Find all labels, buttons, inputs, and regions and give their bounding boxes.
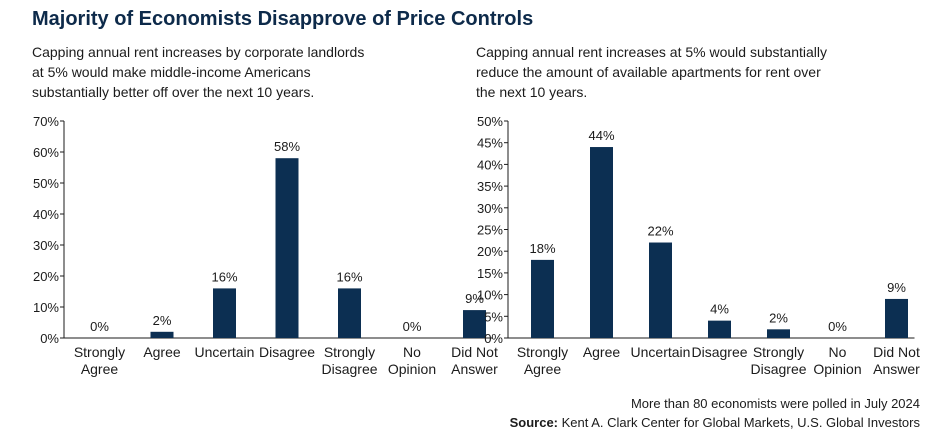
right-category-label: Agree: [524, 361, 562, 377]
right-category-label: Opinion: [813, 361, 861, 377]
right-data-label: 18%: [529, 241, 555, 256]
right-category-label: No: [829, 344, 847, 360]
left-category-label: Did Not: [451, 344, 498, 360]
left-category-label: Disagree: [259, 344, 315, 360]
right-y-tick-label: 30%: [477, 201, 503, 216]
left-bar: [150, 331, 174, 338]
source-label: Source:: [509, 415, 559, 430]
left-data-label: 16%: [336, 269, 362, 284]
right-category-label: Did Not: [873, 344, 920, 360]
right-data-label: 4%: [710, 302, 729, 317]
right-y-tick-label: 35%: [477, 179, 503, 194]
right-category-label: Disagree: [691, 344, 747, 360]
left-data-label: 0%: [90, 319, 109, 334]
right-subtitle-line: the next 10 years.: [476, 84, 588, 100]
right-bar: [531, 259, 554, 338]
left-category-label: Answer: [451, 361, 498, 377]
chart-title: Majority of Economists Disapprove of Pri…: [32, 8, 534, 30]
left-category-label: Uncertain: [195, 344, 255, 360]
source-line: Source: Kent A. Clark Center for Global …: [510, 415, 920, 430]
right-data-label: 9%: [887, 280, 906, 295]
right-y-tick-label: 10%: [477, 288, 503, 303]
left-category-label: Strongly: [324, 344, 375, 360]
left-bar: [275, 158, 299, 338]
right-bar: [590, 147, 613, 338]
right-y-tick-label: 15%: [477, 266, 503, 281]
left-y-tick-label: 70%: [33, 114, 59, 129]
right-y-tick-label: 40%: [477, 157, 503, 172]
right-category-label: Strongly: [753, 344, 804, 360]
left-category-label: Agree: [143, 344, 181, 360]
left-category-label: No: [403, 344, 421, 360]
left-y-tick-label: 40%: [33, 207, 59, 222]
right-y-tick-label: 0%: [484, 331, 503, 346]
right-bar: [885, 298, 908, 338]
left-chart-subtitle: Capping annual rent increases by corpora…: [32, 42, 432, 102]
right-bar: [708, 320, 731, 338]
left-subtitle-line: substantially better off over the next 1…: [32, 84, 315, 100]
right-chart-subtitle: Capping annual rent increases at 5% woul…: [476, 42, 896, 102]
left-y-tick-label: 10%: [33, 300, 59, 315]
left-y-tick-label: 50%: [33, 176, 59, 191]
left-bar: [338, 288, 361, 338]
right-bar: [649, 242, 672, 338]
left-data-label: 58%: [274, 139, 300, 154]
left-subtitle-line: Capping annual rent increases by corpora…: [32, 44, 365, 60]
right-y-tick-label: 25%: [477, 223, 503, 238]
right-y-tick-label: 50%: [477, 114, 503, 129]
right-category-label: Strongly: [517, 344, 568, 360]
source-text: Kent A. Clark Center for Global Markets,…: [558, 415, 920, 430]
right-category-label: Answer: [873, 361, 920, 377]
left-data-label: 9%: [465, 291, 484, 306]
right-subtitle-line: Capping annual rent increases at 5% woul…: [476, 44, 827, 60]
left-bar: [213, 288, 236, 338]
right-data-label: 2%: [769, 310, 788, 325]
left-subtitle-line: at 5% would make middle-income Americans: [32, 64, 311, 80]
footnote: More than 80 economists were polled in J…: [630, 396, 920, 411]
right-subtitle-line: reduce the amount of available apartment…: [476, 64, 821, 80]
right-y-tick-label: 20%: [477, 244, 503, 259]
left-y-tick-label: 0%: [40, 331, 59, 346]
right-data-label: 22%: [647, 224, 673, 239]
left-bar: [463, 310, 486, 338]
right-category-label: Agree: [583, 344, 621, 360]
left-category-label: Agree: [81, 361, 119, 377]
left-category-label: Opinion: [388, 361, 436, 377]
right-data-label: 44%: [588, 128, 614, 143]
right-bar: [767, 329, 790, 338]
right-data-label: 0%: [828, 319, 847, 334]
right-y-tick-label: 45%: [477, 136, 503, 151]
right-category-label: Disagree: [750, 361, 806, 377]
left-y-tick-label: 20%: [33, 269, 59, 284]
left-y-tick-label: 60%: [33, 145, 59, 160]
left-data-label: 16%: [211, 269, 237, 284]
left-category-label: Strongly: [74, 344, 125, 360]
left-data-label: 2%: [153, 313, 172, 328]
left-y-tick-label: 30%: [33, 238, 59, 253]
left-category-label: Disagree: [321, 361, 377, 377]
left-data-label: 0%: [403, 319, 422, 334]
right-category-label: Uncertain: [631, 344, 691, 360]
right-y-tick-label: 5%: [484, 309, 503, 324]
